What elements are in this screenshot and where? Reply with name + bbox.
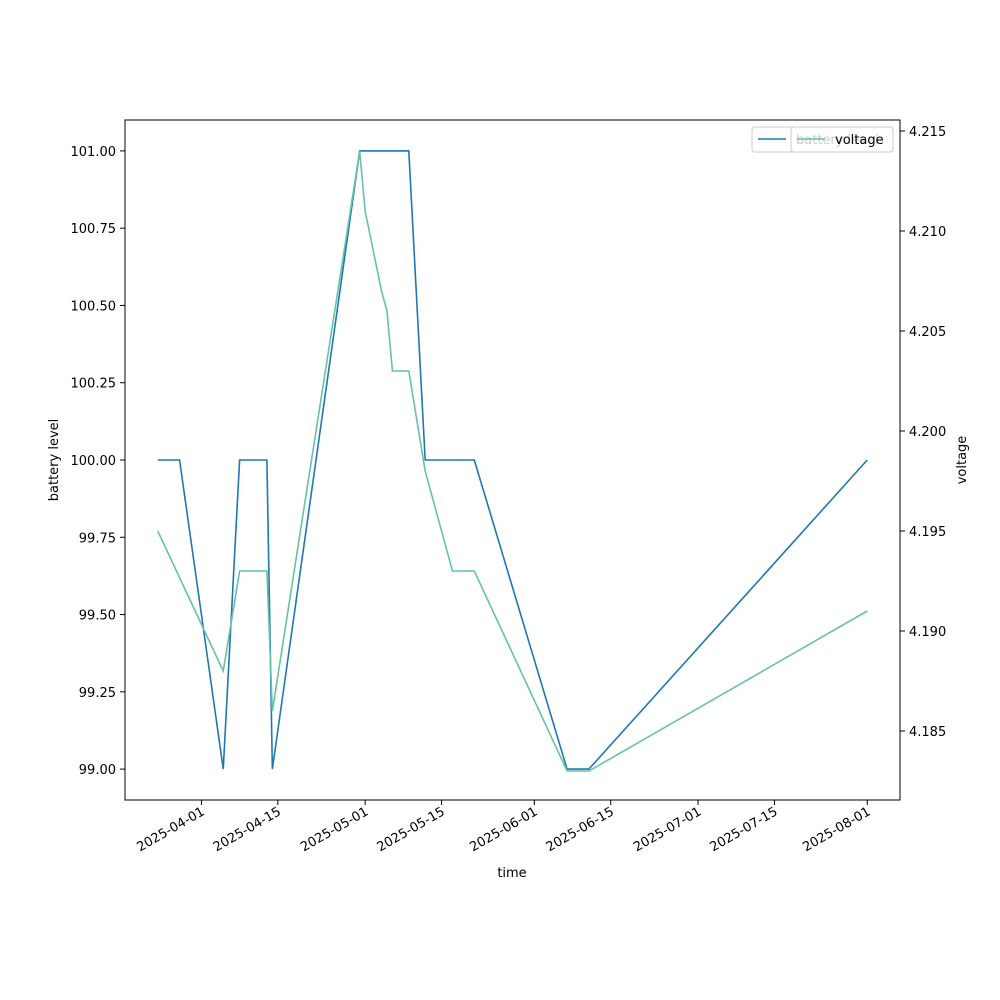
x-tick-label: 2025-04-15 <box>211 804 284 855</box>
x-tick-label: 2025-05-01 <box>298 804 371 855</box>
legend-label: voltage <box>835 133 884 148</box>
series-line <box>157 150 868 772</box>
y-tick-label: 99.00 <box>79 763 116 778</box>
x-tick-label: 2025-07-15 <box>708 804 781 855</box>
y2-tick-label: 4.195 <box>909 525 946 540</box>
y2-tick-label: 4.190 <box>909 625 946 640</box>
y-tick-label: 101.00 <box>71 145 117 160</box>
y2-tick-label: 4.205 <box>909 325 946 340</box>
y-tick-label: 100.00 <box>71 454 117 469</box>
legend: voltage <box>790 126 894 153</box>
y-axis-label: battery level <box>47 419 62 502</box>
x-tick-label: 2025-04-01 <box>134 804 207 855</box>
y2-tick-label: 4.200 <box>909 425 946 440</box>
y2-tick-label: 4.215 <box>909 125 946 140</box>
y-tick-label: 99.25 <box>79 686 116 701</box>
y-tick-label: 100.50 <box>71 299 117 314</box>
y2-tick-label: 4.185 <box>909 725 946 740</box>
legend-box <box>790 126 894 153</box>
y2-tick-label: 4.210 <box>909 225 946 240</box>
x-tick-label: 2025-06-01 <box>467 804 540 855</box>
x-axis-label: time <box>497 866 526 881</box>
y-tick-label: 100.75 <box>71 222 117 237</box>
y-tick-label: 99.50 <box>79 609 116 624</box>
x-tick-label: 2025-06-15 <box>544 804 617 855</box>
x-tick-label: 2025-05-15 <box>375 804 448 855</box>
x-tick-label: 2025-08-01 <box>800 804 873 855</box>
y2-axis-label: voltage <box>955 436 970 485</box>
y-tick-label: 100.25 <box>71 377 117 392</box>
plot-frame <box>124 119 901 801</box>
x-tick-label: 2025-07-01 <box>631 804 704 855</box>
y-tick-label: 99.75 <box>79 531 116 546</box>
